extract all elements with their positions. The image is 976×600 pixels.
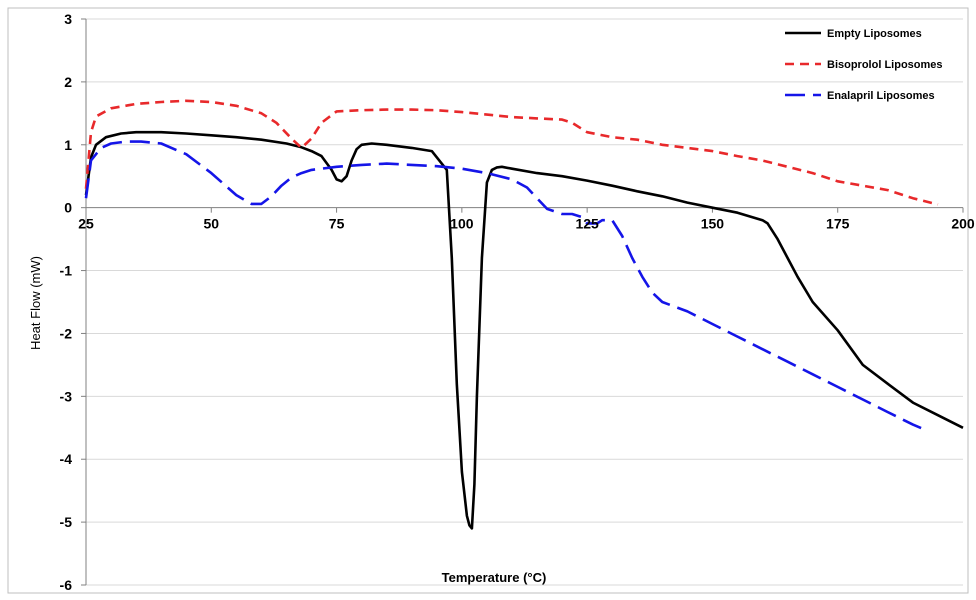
gridlines (86, 18, 963, 586)
x-tick-label-4: 125 (575, 216, 599, 232)
series-line-enalapril-liposomes (84, 140, 929, 433)
y-tick-label-1: 2 (64, 74, 72, 90)
legend: Empty Liposomes Bisoprolol Liposomes Enala… (785, 28, 943, 102)
y-tick-label-6: -3 (60, 388, 73, 404)
legend-label-2: Enalapril Liposomes (827, 90, 935, 102)
tick-labels: 25 50 75 100 125 150 175 200 3 2 1 0 -1 -2 -3 -4 -5 -6 (60, 11, 975, 593)
x-tick-label-5: 150 (701, 216, 725, 232)
x-tick-label-2: 75 (329, 216, 345, 232)
y-tick-label-5: -2 (60, 325, 73, 341)
y-tick-label-3: 0 (64, 200, 72, 216)
y-axis-title: Heat Flow (mW) (28, 256, 43, 350)
x-tick-label-7: 200 (951, 216, 975, 232)
x-tick-label-3: 100 (450, 216, 474, 232)
x-axis-title: Temperature (°C) (442, 570, 547, 585)
legend-label-0: Empty Liposomes (827, 28, 922, 40)
chart-frame (7, 7, 969, 594)
axes (81, 18, 964, 586)
series-lines (84, 99, 964, 530)
y-tick-label-4: -1 (60, 263, 73, 279)
y-tick-label-2: 1 (64, 137, 72, 153)
x-tick-label-6: 175 (826, 216, 850, 232)
x-tick-label-0: 25 (78, 216, 94, 232)
series-line-empty-liposomes (84, 130, 964, 530)
y-tick-label-0: 3 (64, 11, 72, 27)
series-line-bisoprolol-liposomes (84, 99, 939, 206)
x-tick-label-1: 50 (203, 216, 219, 232)
y-tick-label-7: -4 (60, 451, 73, 467)
y-tick-label-9: -6 (60, 577, 73, 593)
y-tick-label-8: -5 (60, 514, 73, 530)
legend-label-1: Bisoprolol Liposomes (827, 59, 943, 71)
